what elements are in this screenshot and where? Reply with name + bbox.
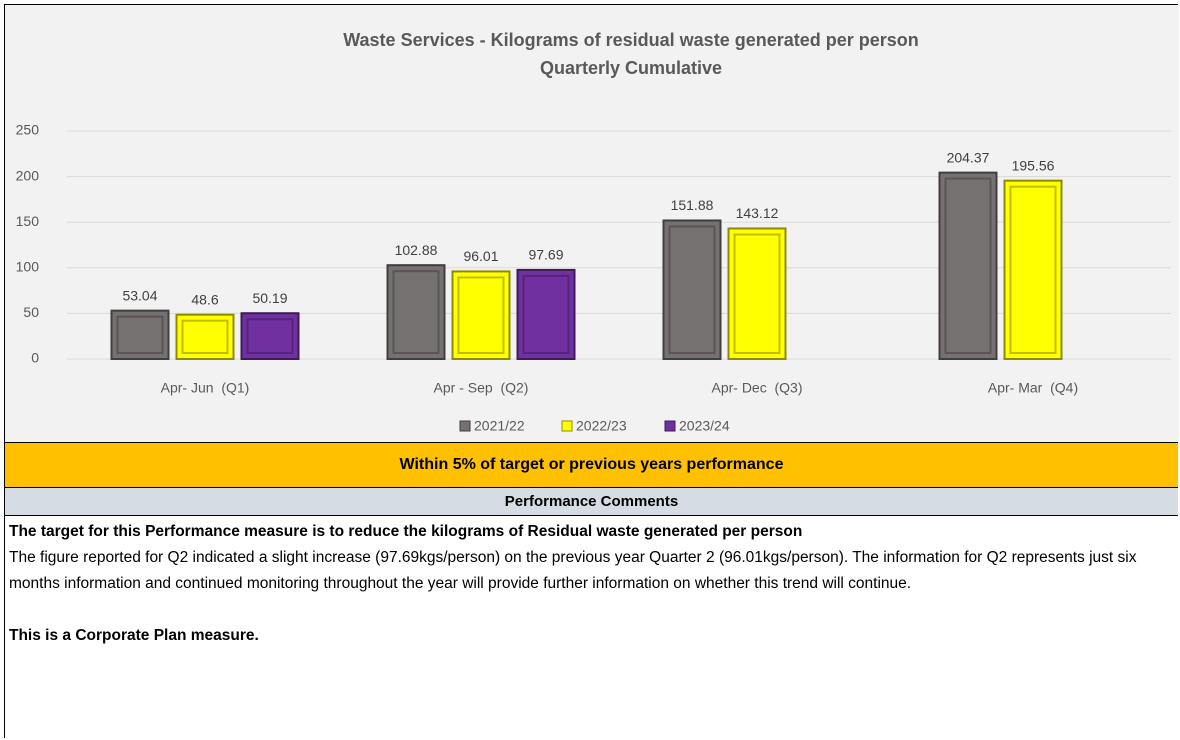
data-label: 102.88	[395, 242, 438, 258]
bar-bevel	[1009, 185, 1057, 354]
bar	[240, 312, 300, 360]
bar	[1003, 179, 1063, 360]
data-label: 151.88	[671, 197, 714, 213]
y-tick-label: 50	[23, 304, 39, 320]
comments-lead: The target for this Performance measure …	[9, 523, 803, 540]
bar	[662, 219, 722, 360]
data-label: 97.69	[528, 247, 563, 263]
chart-subtitle: Quarterly Cumulative	[540, 58, 722, 78]
y-tick-label: 100	[16, 259, 40, 275]
bar	[451, 270, 511, 360]
x-tick-label: Apr - Sep (Q2)	[434, 380, 529, 396]
data-label: 96.01	[463, 248, 498, 264]
bar-bevel	[246, 318, 294, 354]
legend-label: 2021/22	[474, 418, 525, 434]
legend-swatch	[561, 420, 573, 432]
bar	[110, 309, 170, 361]
bar	[938, 171, 998, 360]
comments-body: The figure reported for Q2 indicated a s…	[9, 549, 1137, 592]
bar-bevel	[181, 319, 229, 354]
comments-heading: Performance Comments	[5, 488, 1178, 516]
legend-swatch	[664, 420, 676, 432]
bar-bevel	[668, 225, 716, 354]
bar-bevel	[457, 276, 505, 354]
y-tick-label: 0	[31, 350, 39, 366]
bar	[516, 268, 576, 360]
data-label: 48.6	[191, 291, 218, 307]
bar	[386, 264, 446, 360]
bar-bevel	[944, 177, 992, 354]
bar-bevel	[522, 274, 570, 354]
legend-label: 2023/24	[679, 418, 730, 434]
comments: The target for this Performance measure …	[5, 516, 1178, 652]
x-tick-label: Apr- Jun (Q1)	[161, 380, 250, 396]
y-tick-label: 250	[16, 122, 40, 138]
y-tick-label: 200	[16, 167, 40, 183]
legend-swatch	[459, 420, 471, 432]
bar	[175, 313, 235, 360]
status-banner: Within 5% of target or previous years pe…	[5, 442, 1178, 488]
data-label: 143.12	[736, 205, 779, 221]
data-label: 50.19	[252, 290, 287, 306]
chart: Waste Services - Kilograms of residual w…	[5, 5, 1179, 442]
data-label: 204.37	[947, 149, 990, 165]
bar	[727, 227, 787, 360]
report-panel: Waste Services - Kilograms of residual w…	[4, 4, 1179, 738]
legend-label: 2022/23	[576, 418, 627, 434]
x-tick-label: Apr- Mar (Q4)	[988, 380, 1078, 396]
chart-title: Waste Services - Kilograms of residual w…	[343, 30, 919, 50]
data-label: 53.04	[122, 287, 157, 303]
x-tick-label: Apr- Dec (Q3)	[711, 380, 802, 396]
bar-bevel	[116, 315, 164, 355]
data-label: 195.56	[1012, 157, 1055, 173]
bar-bevel	[392, 270, 440, 354]
y-tick-label: 150	[16, 213, 40, 229]
comments-note: This is a Corporate Plan measure.	[9, 627, 259, 644]
bar-bevel	[733, 233, 781, 354]
